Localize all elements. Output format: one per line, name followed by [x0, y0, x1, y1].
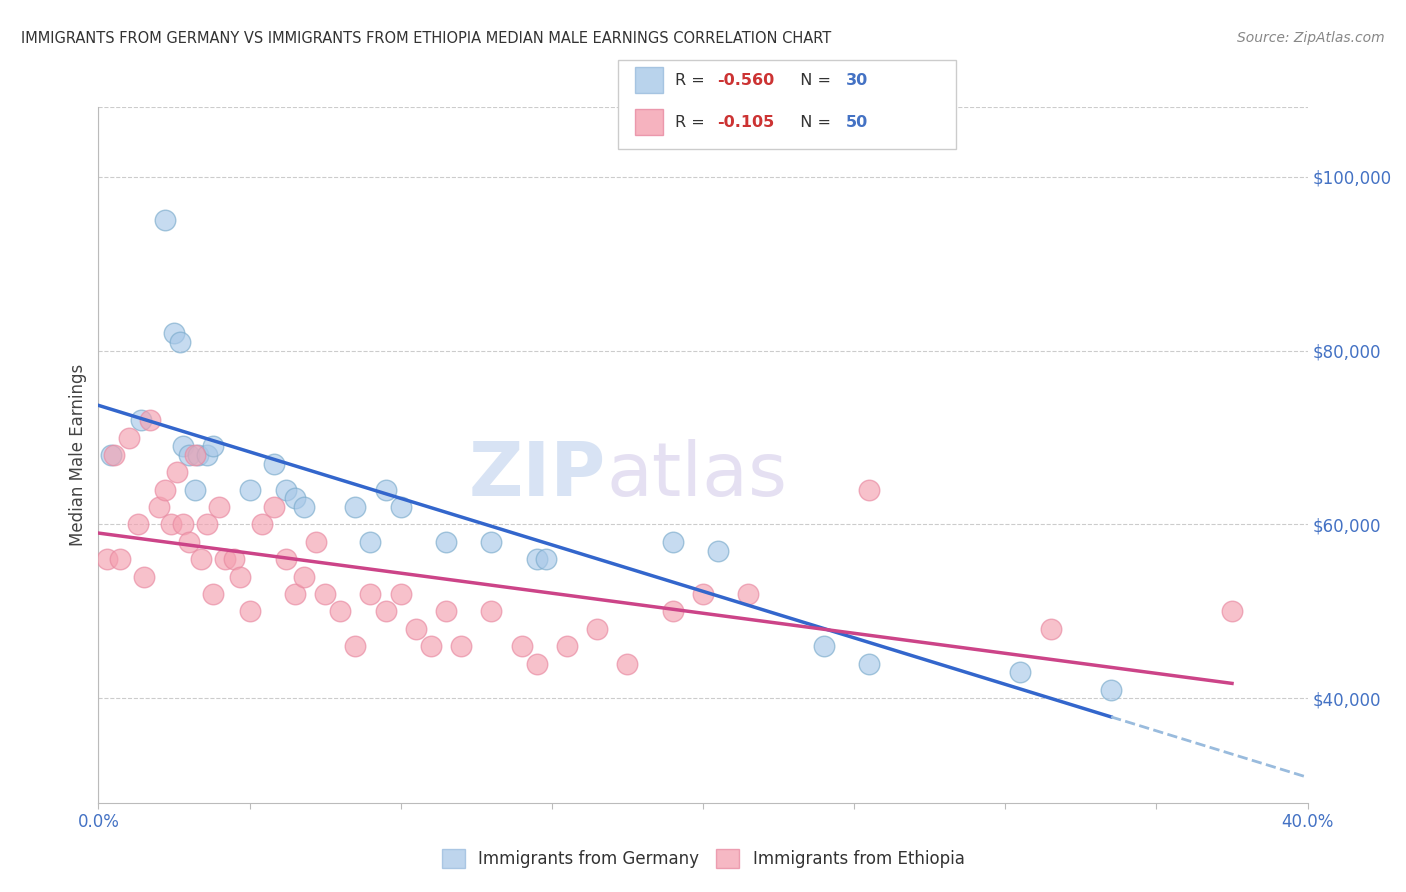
Legend: Immigrants from Germany, Immigrants from Ethiopia: Immigrants from Germany, Immigrants from… — [434, 842, 972, 874]
Point — [195, 517, 218, 532]
Point — [284, 491, 307, 506]
Text: atlas: atlas — [606, 439, 787, 512]
Point — [179, 448, 201, 462]
Y-axis label: Median Male Earnings: Median Male Earnings — [69, 364, 87, 546]
Point — [250, 517, 273, 532]
Text: R =: R = — [675, 72, 710, 87]
Point — [481, 605, 503, 619]
Point — [405, 622, 427, 636]
Point — [1099, 682, 1122, 697]
Point — [163, 326, 186, 341]
Point — [202, 439, 225, 453]
Point — [214, 552, 236, 566]
Point — [374, 605, 396, 619]
Point — [284, 587, 307, 601]
Point — [184, 483, 207, 497]
Point — [344, 500, 367, 515]
Point — [263, 500, 285, 515]
Point — [202, 587, 225, 601]
Point — [274, 483, 297, 497]
Point — [132, 570, 155, 584]
Point — [153, 483, 176, 497]
Point — [344, 639, 367, 653]
Point — [148, 500, 170, 515]
Point — [314, 587, 336, 601]
Point — [360, 535, 382, 549]
Point — [858, 657, 880, 671]
Point — [292, 570, 315, 584]
Point — [1220, 605, 1243, 619]
Text: N =: N = — [790, 72, 837, 87]
Point — [420, 639, 443, 653]
Point — [179, 535, 201, 549]
Point — [526, 657, 548, 671]
Point — [184, 448, 207, 462]
Text: N =: N = — [790, 114, 837, 129]
Point — [263, 457, 285, 471]
Point — [239, 483, 262, 497]
Point — [616, 657, 638, 671]
Point — [389, 500, 412, 515]
Point — [229, 570, 252, 584]
Point — [586, 622, 609, 636]
Point — [129, 413, 152, 427]
Point — [139, 413, 162, 427]
Point — [239, 605, 262, 619]
Point — [813, 639, 835, 653]
Point — [190, 552, 212, 566]
Point — [292, 500, 315, 515]
Text: IMMIGRANTS FROM GERMANY VS IMMIGRANTS FROM ETHIOPIA MEDIAN MALE EARNINGS CORRELA: IMMIGRANTS FROM GERMANY VS IMMIGRANTS FR… — [21, 31, 831, 46]
Point — [555, 639, 578, 653]
Point — [692, 587, 714, 601]
Point — [434, 605, 457, 619]
Point — [1010, 665, 1032, 680]
Point — [481, 535, 503, 549]
Point — [526, 552, 548, 566]
Point — [103, 448, 125, 462]
Text: -0.105: -0.105 — [717, 114, 775, 129]
Point — [224, 552, 246, 566]
Point — [329, 605, 352, 619]
Point — [707, 543, 730, 558]
Point — [360, 587, 382, 601]
Point — [305, 535, 328, 549]
Point — [153, 213, 176, 227]
Point — [195, 448, 218, 462]
Point — [118, 431, 141, 445]
Point — [534, 552, 557, 566]
Point — [169, 334, 191, 349]
Point — [187, 448, 209, 462]
Point — [172, 517, 194, 532]
Point — [450, 639, 472, 653]
Point — [100, 448, 122, 462]
Point — [172, 439, 194, 453]
Point — [166, 466, 188, 480]
Text: Source: ZipAtlas.com: Source: ZipAtlas.com — [1237, 31, 1385, 45]
Text: ZIP: ZIP — [470, 439, 606, 512]
Point — [127, 517, 149, 532]
Point — [1039, 622, 1062, 636]
Text: 50: 50 — [846, 114, 869, 129]
Point — [274, 552, 297, 566]
Point — [737, 587, 759, 601]
Point — [434, 535, 457, 549]
Point — [108, 552, 131, 566]
Text: 30: 30 — [846, 72, 869, 87]
Text: R =: R = — [675, 114, 710, 129]
Point — [858, 483, 880, 497]
Text: -0.560: -0.560 — [717, 72, 775, 87]
Point — [208, 500, 231, 515]
Point — [374, 483, 396, 497]
Point — [389, 587, 412, 601]
Point — [662, 605, 685, 619]
Point — [160, 517, 183, 532]
Point — [662, 535, 685, 549]
Point — [96, 552, 118, 566]
Point — [510, 639, 533, 653]
